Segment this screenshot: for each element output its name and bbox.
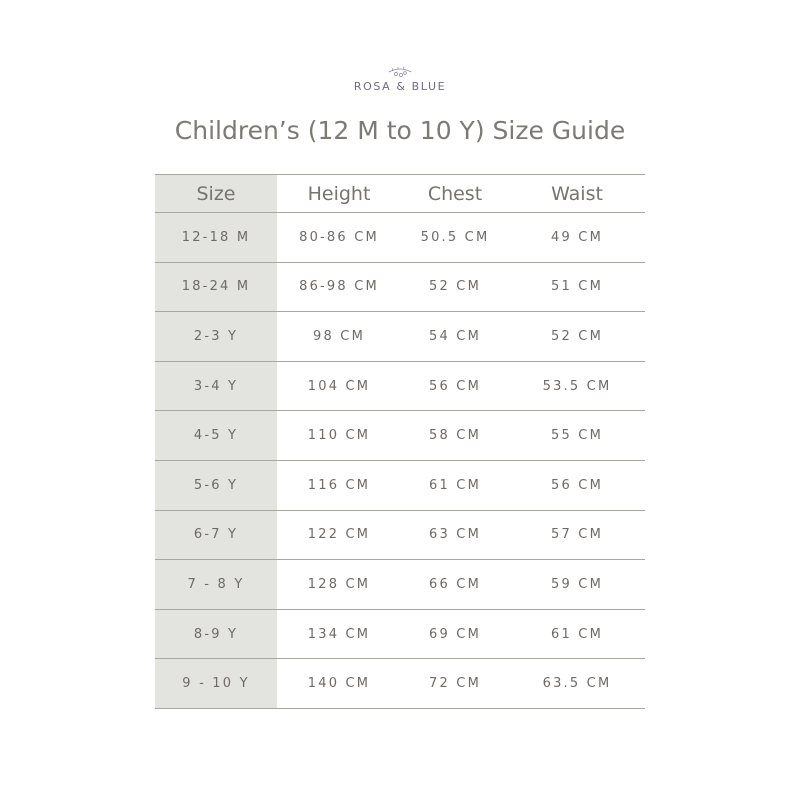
- waist-cell: 56 CM: [509, 459, 645, 511]
- size-cell: 9 - 10 Y: [155, 658, 277, 709]
- table-row: 6-7 Y 122 CM 63 CM 57 CM: [155, 509, 645, 560]
- waist-cell: 51 CM: [509, 261, 645, 312]
- waist-cell: 49 CM: [509, 212, 645, 263]
- table-row: 9 - 10 Y 140 CM 72 CM 63.5 CM: [155, 658, 645, 709]
- table-header-row: Size Height Chest Waist: [155, 174, 645, 213]
- chest-cell: 58 CM: [401, 410, 509, 461]
- chest-cell: 50.5 CM: [401, 212, 509, 263]
- size-cell: 5-6 Y: [155, 459, 277, 511]
- size-cell: 6-7 Y: [155, 509, 277, 560]
- chest-cell: 66 CM: [401, 559, 509, 610]
- height-cell: 140 CM: [277, 658, 401, 709]
- height-cell: 134 CM: [277, 608, 401, 659]
- brand-name: ROSA & BLUE: [353, 80, 447, 93]
- height-cell: 104 CM: [277, 360, 401, 411]
- olive-branch-icon: [388, 66, 412, 77]
- table-row: 5-6 Y 116 CM 61 CM 56 CM: [155, 459, 645, 511]
- chest-cell: 69 CM: [401, 608, 509, 659]
- table-row: 12-18 M 80-86 CM 50.5 CM 49 CM: [155, 212, 645, 263]
- height-cell: 86-98 CM: [277, 261, 401, 312]
- chest-cell: 61 CM: [401, 459, 509, 511]
- chest-cell: 54 CM: [401, 311, 509, 362]
- chest-cell: 52 CM: [401, 261, 509, 312]
- table-row: 18-24 M 86-98 CM 52 CM 51 CM: [155, 261, 645, 312]
- table-row: 4-5 Y 110 CM 58 CM 55 CM: [155, 410, 645, 461]
- height-cell: 98 CM: [277, 311, 401, 362]
- height-cell: 110 CM: [277, 410, 401, 461]
- table-row: 7 - 8 Y 128 CM 66 CM 59 CM: [155, 559, 645, 610]
- column-header-waist: Waist: [509, 174, 645, 213]
- height-cell: 122 CM: [277, 509, 401, 560]
- size-cell: 4-5 Y: [155, 410, 277, 461]
- column-header-height: Height: [277, 174, 401, 213]
- page-title: Children’s (12 M to 10 Y) Size Guide: [174, 116, 626, 145]
- chest-cell: 72 CM: [401, 658, 509, 709]
- size-cell: 18-24 M: [155, 261, 277, 312]
- table-row: 2-3 Y 98 CM 54 CM 52 CM: [155, 311, 645, 362]
- height-cell: 80-86 CM: [277, 212, 401, 263]
- waist-cell: 57 CM: [509, 509, 645, 560]
- size-cell: 7 - 8 Y: [155, 559, 277, 610]
- size-cell: 3-4 Y: [155, 360, 277, 411]
- waist-cell: 53.5 CM: [509, 360, 645, 411]
- table-row: 8-9 Y 134 CM 69 CM 61 CM: [155, 608, 645, 659]
- column-header-chest: Chest: [401, 174, 509, 213]
- size-table: Size Height Chest Waist 12-18 M 80-86 CM 50.5…: [155, 174, 645, 709]
- size-cell: 2-3 Y: [155, 311, 277, 362]
- waist-cell: 63.5 CM: [509, 658, 645, 709]
- brand-logo: ROSA & BLUE: [0, 66, 800, 93]
- size-cell: 8-9 Y: [155, 608, 277, 659]
- chest-cell: 56 CM: [401, 360, 509, 411]
- table-row: 3-4 Y 104 CM 56 CM 53.5 CM: [155, 360, 645, 411]
- waist-cell: 52 CM: [509, 311, 645, 362]
- column-header-size: Size: [155, 174, 277, 213]
- height-cell: 128 CM: [277, 559, 401, 610]
- waist-cell: 61 CM: [509, 608, 645, 659]
- size-cell: 12-18 M: [155, 212, 277, 263]
- waist-cell: 55 CM: [509, 410, 645, 461]
- chest-cell: 63 CM: [401, 509, 509, 560]
- height-cell: 116 CM: [277, 459, 401, 511]
- waist-cell: 59 CM: [509, 559, 645, 610]
